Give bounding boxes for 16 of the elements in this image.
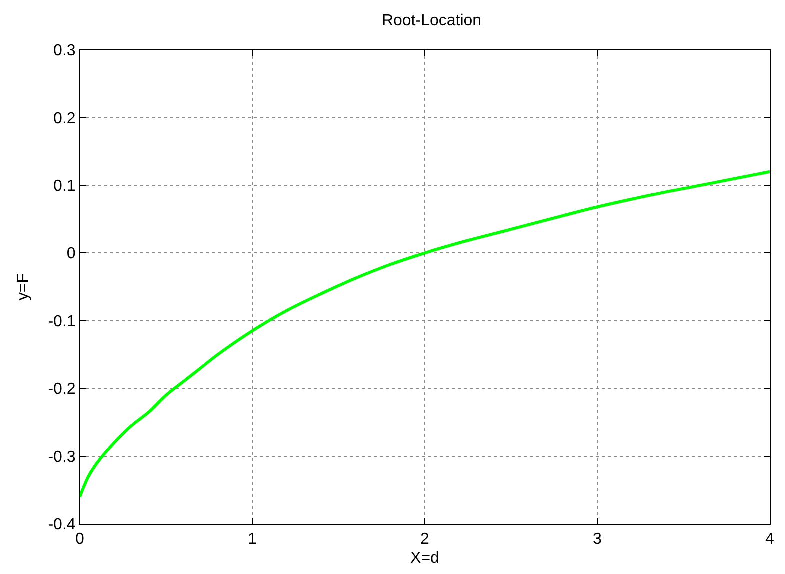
y-tick-label: -0.1: [48, 313, 76, 330]
y-tick-label: -0.3: [48, 448, 76, 466]
x-tick-label: 4: [766, 531, 775, 548]
y-tick-label: -0.4: [48, 516, 76, 534]
x-tick-label: 2: [420, 531, 430, 548]
x-axis-title: X=d: [410, 550, 440, 567]
x-tick-label: 1: [248, 531, 258, 548]
chart-title: Root-Location: [382, 12, 482, 30]
y-tick-label: 0: [66, 246, 76, 263]
y-tick-label: 0.2: [54, 110, 76, 128]
y-axis-title: y=F: [15, 273, 32, 301]
line-series: [80, 170, 770, 498]
x-tick-label: 3: [593, 531, 602, 548]
y-tick-label: -0.2: [48, 381, 76, 398]
y-tick-label: 0.1: [54, 178, 76, 196]
y-tick-label: 0.3: [54, 42, 76, 60]
